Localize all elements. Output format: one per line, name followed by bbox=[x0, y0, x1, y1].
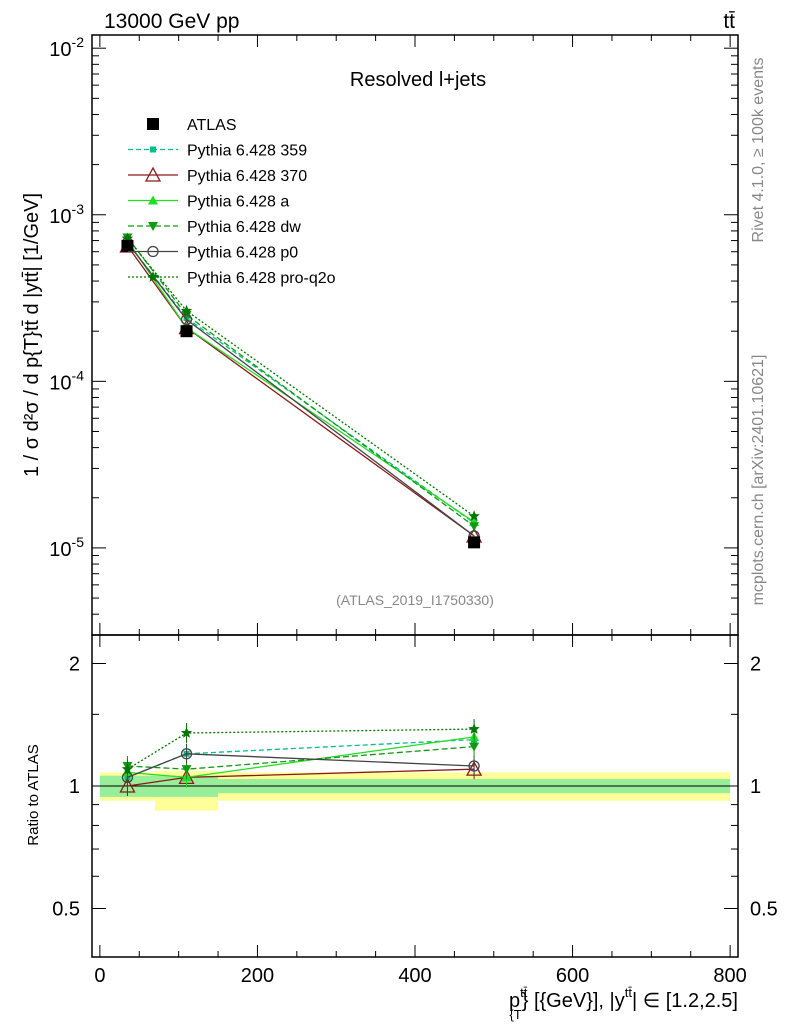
legend-marker-atlas bbox=[147, 118, 159, 130]
legend-label: Pythia 6.428 a bbox=[187, 194, 289, 211]
x-label-rest-sup: tt̄ bbox=[625, 985, 633, 1000]
ratio-y-tick-label: 2 bbox=[69, 654, 80, 676]
x-tick-label: 600 bbox=[556, 965, 589, 987]
series-line bbox=[126, 242, 475, 524]
y-tick-label: 10-3 bbox=[49, 201, 84, 228]
ratio-series-point bbox=[119, 777, 136, 793]
ratio-y-tick-label-right: 1 bbox=[750, 776, 761, 798]
y-tick-label: 10-5 bbox=[49, 534, 84, 561]
legend-marker bbox=[147, 245, 159, 258]
ratio-plot: 0 200 400 600 800 0.5 0.5 1 1 2 2 bbox=[52, 634, 778, 987]
atlas-data-point bbox=[468, 536, 481, 549]
ratio-series-point bbox=[468, 760, 480, 772]
y-axis-label-text: 1 / σ d²σ / d p{T}tt̄ d |ytt̄| [1/GeV] bbox=[21, 193, 43, 477]
x-tick-label: 200 bbox=[241, 965, 274, 987]
legend-item: Pythia 6.428 359 bbox=[128, 143, 307, 160]
legend-marker bbox=[147, 271, 159, 282]
legend-item: Pythia 6.428 a bbox=[128, 194, 289, 211]
legend-label: Pythia 6.428 359 bbox=[187, 143, 307, 160]
ratio-y-tick-label-right: 2 bbox=[750, 654, 761, 676]
legend-marker bbox=[150, 146, 156, 153]
ratio-y-label: Ratio to ATLAS bbox=[25, 744, 42, 845]
legend-item: Pythia 6.428 p0 bbox=[128, 245, 298, 262]
legend-label: Pythia 6.428 p0 bbox=[187, 245, 298, 262]
ratio-series-point bbox=[469, 742, 480, 752]
series-line bbox=[126, 245, 475, 537]
x-tick-label: 0 bbox=[94, 965, 105, 987]
legend-item: Pythia 6.428 dw bbox=[128, 219, 301, 236]
y-tick-label: 10-4 bbox=[49, 367, 84, 394]
legend-marker bbox=[148, 195, 158, 205]
svg-text:ptt̄{T} [{GeV}], |ytt̄| ∈ [1.2: ptt̄ {T} [{GeV}], |ytt̄| ∈ [1.2,2.5] bbox=[509, 985, 738, 1022]
rivet-label: Rivet 4.1.0, ≥ 100k events bbox=[750, 58, 767, 243]
legend-label: Pythia 6.428 dw bbox=[187, 219, 301, 236]
series-line bbox=[126, 242, 475, 537]
ratio-series-line bbox=[127, 745, 475, 770]
x-tick-label: 400 bbox=[398, 965, 431, 987]
legend-marker bbox=[148, 222, 158, 231]
ratio-series-point bbox=[468, 723, 480, 734]
plot-title: Resolved l+jets bbox=[350, 69, 486, 91]
y-axis-label: 1 / σ d²σ / d p{T}tt̄ d |ytt̄| [1/GeV] bbox=[21, 193, 43, 477]
ratio-y-tick-label: 1 bbox=[69, 776, 80, 798]
header-right: tt̄ bbox=[723, 10, 735, 33]
ratio-series-point bbox=[121, 763, 134, 774]
mcplots-label: mcplots.cern.ch [arXiv:2401.10621] bbox=[750, 355, 767, 606]
ratio-y-tick-label-right: 0.5 bbox=[750, 898, 778, 920]
legend-label: Pythia 6.428 370 bbox=[187, 168, 307, 185]
legend-item-atlas: ATLAS bbox=[147, 117, 237, 134]
analysis-id: (ATLAS_2019_I1750330) bbox=[336, 592, 494, 608]
x-tick-label: 800 bbox=[713, 965, 746, 987]
x-axis-label: ptt̄ {T} [{GeV}], |ytt̄| ∈ [1.2,2.5] bbox=[509, 985, 738, 1022]
y-tick-label: 10-2 bbox=[49, 34, 84, 61]
legend: ATLAS Pythia 6.428 359 Pythia 6.428 370 Pyt… bbox=[128, 117, 336, 287]
ratio-series-point bbox=[180, 748, 193, 760]
x-label-main: p bbox=[509, 990, 520, 1012]
ratio-series-point bbox=[181, 765, 192, 775]
series-line bbox=[126, 237, 475, 527]
x-label-sup: tt̄ bbox=[520, 985, 528, 1000]
series-point bbox=[180, 304, 193, 316]
legend-item: Pythia 6.428 370 bbox=[128, 166, 307, 185]
atlas-data-point bbox=[180, 325, 193, 338]
x-label-sub: {T bbox=[509, 1007, 521, 1022]
legend-item: Pythia 6.428 pro-q2o bbox=[128, 270, 336, 287]
main-plot: 10-5 10-4 10-3 10-2 Resolved l+jets (ATLAS_… bbox=[49, 34, 739, 636]
series-point bbox=[121, 232, 134, 244]
legend-label: ATLAS bbox=[187, 117, 237, 134]
legend-marker bbox=[144, 166, 162, 182]
header-left: 13000 GeV pp bbox=[104, 10, 239, 33]
series-point bbox=[469, 522, 480, 532]
atlas-data-point bbox=[121, 239, 134, 252]
x-label-rest: } [{GeV}], |y bbox=[522, 990, 625, 1012]
series-point bbox=[180, 313, 193, 326]
legend-label: Pythia 6.428 pro-q2o bbox=[187, 270, 336, 287]
x-label-tail: | ∈ [1.2,2.5] bbox=[632, 990, 738, 1012]
ratio-y-tick-label: 0.5 bbox=[52, 898, 80, 920]
series-point bbox=[468, 510, 480, 522]
ratio-series-point bbox=[180, 727, 193, 738]
